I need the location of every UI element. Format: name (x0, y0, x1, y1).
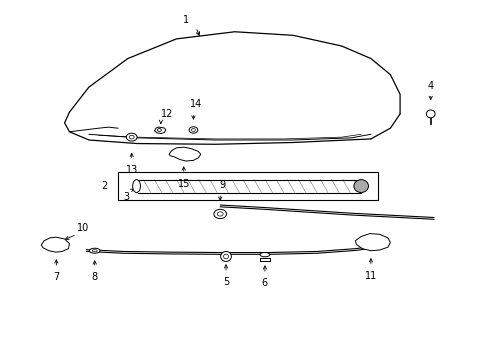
Ellipse shape (213, 209, 226, 219)
Text: 9: 9 (219, 180, 225, 190)
Bar (118, 172, 377, 200)
Polygon shape (355, 234, 389, 251)
Ellipse shape (260, 252, 269, 257)
Text: 12: 12 (160, 109, 173, 118)
Ellipse shape (191, 129, 195, 131)
Text: 15: 15 (177, 179, 189, 189)
Text: 8: 8 (91, 272, 98, 282)
Text: 10: 10 (77, 223, 89, 233)
Ellipse shape (129, 135, 134, 139)
Ellipse shape (89, 248, 100, 253)
Ellipse shape (353, 180, 368, 193)
Text: 13: 13 (125, 165, 138, 175)
Ellipse shape (92, 249, 97, 252)
Text: 6: 6 (261, 278, 267, 288)
Text: 2: 2 (101, 181, 107, 191)
Ellipse shape (426, 110, 434, 118)
Text: 4: 4 (427, 81, 433, 91)
Text: 5: 5 (223, 277, 229, 287)
Text: 3: 3 (123, 192, 130, 202)
Ellipse shape (217, 212, 223, 216)
Polygon shape (41, 237, 69, 252)
Ellipse shape (132, 180, 140, 193)
Text: 11: 11 (364, 271, 376, 281)
Text: 14: 14 (189, 99, 202, 109)
Ellipse shape (220, 251, 231, 261)
Ellipse shape (189, 127, 198, 133)
Ellipse shape (126, 133, 137, 141)
Polygon shape (169, 147, 201, 161)
Text: 7: 7 (53, 272, 60, 282)
Ellipse shape (157, 129, 161, 131)
Ellipse shape (223, 254, 228, 259)
Text: 1: 1 (183, 15, 189, 24)
